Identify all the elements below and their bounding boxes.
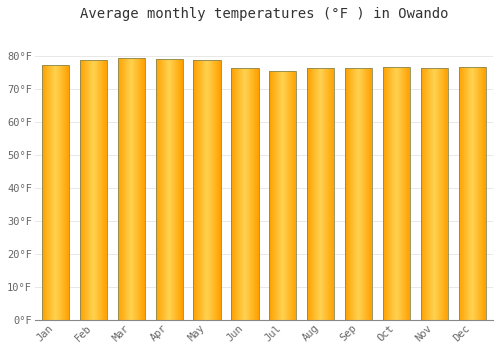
Bar bbox=[232, 68, 258, 320]
Bar bbox=[383, 67, 410, 320]
Title: Average monthly temperatures (°F ) in Owando: Average monthly temperatures (°F ) in Ow… bbox=[80, 7, 448, 21]
Bar bbox=[80, 60, 107, 320]
Bar bbox=[156, 59, 183, 320]
Bar bbox=[420, 68, 448, 320]
Bar bbox=[458, 67, 486, 320]
Bar bbox=[345, 68, 372, 320]
Bar bbox=[118, 58, 145, 320]
Bar bbox=[194, 60, 220, 320]
Bar bbox=[307, 68, 334, 320]
Bar bbox=[269, 71, 296, 320]
Bar bbox=[42, 65, 69, 320]
